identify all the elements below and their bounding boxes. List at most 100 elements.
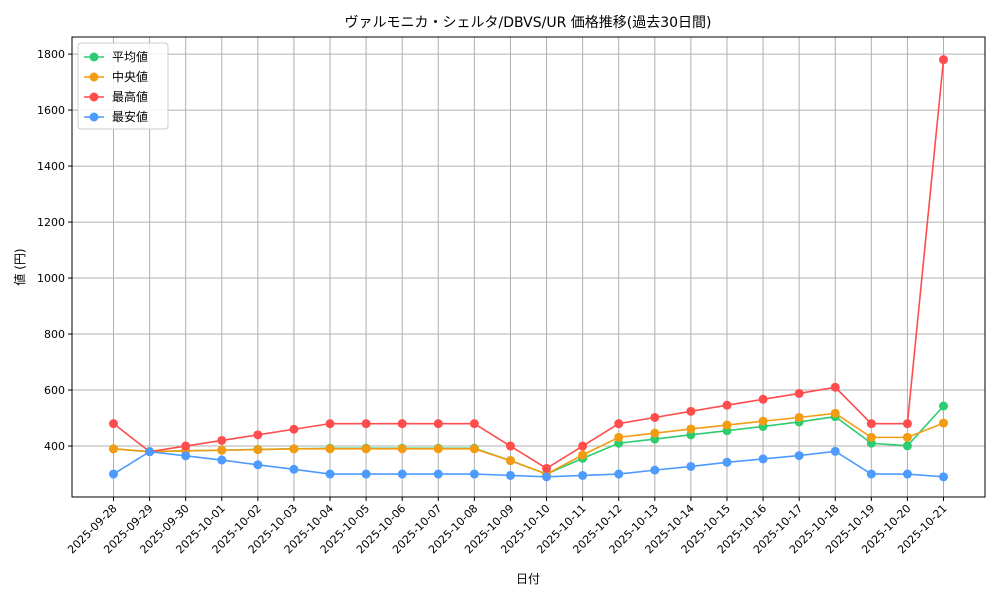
y-tick-label: 600 — [44, 384, 65, 397]
data-point — [397, 419, 407, 429]
data-point — [253, 445, 263, 455]
data-point — [758, 394, 768, 404]
data-point — [650, 465, 660, 475]
y-tick-label: 1200 — [37, 216, 65, 229]
data-point — [361, 444, 371, 454]
plot-frame — [71, 36, 986, 498]
data-point — [217, 435, 227, 445]
y-axis: 400 600 800 1000 1200 1400 1600 1800 — [37, 48, 72, 453]
data-point — [614, 419, 624, 429]
data-point — [794, 388, 804, 398]
data-point — [578, 470, 588, 480]
data-point — [866, 419, 876, 429]
legend-item: 平均値 — [84, 49, 148, 64]
data-point — [758, 454, 768, 464]
series-group — [109, 55, 948, 482]
y-tick-label: 1600 — [37, 104, 65, 117]
data-point — [109, 469, 118, 479]
data-point — [469, 419, 479, 429]
data-point — [939, 418, 948, 428]
data-point — [902, 441, 912, 451]
data-point — [109, 419, 118, 429]
data-point — [650, 428, 660, 438]
data-point — [325, 444, 335, 454]
data-point — [686, 461, 696, 471]
data-point — [181, 451, 191, 461]
legend-label: 中央値 — [112, 69, 148, 84]
data-point — [794, 451, 804, 461]
y-tick-label: 1000 — [37, 272, 65, 285]
data-point — [145, 447, 155, 457]
legend-marker — [89, 52, 99, 62]
data-point — [289, 464, 299, 474]
legend-label: 最安値 — [112, 109, 148, 124]
data-point — [722, 400, 732, 410]
x-axis-label: 日付 — [516, 572, 540, 586]
legend-item: 最安値 — [84, 109, 148, 124]
data-point — [830, 408, 840, 418]
series-line — [113, 59, 945, 470]
y-tick-label: 1800 — [37, 48, 65, 61]
data-point — [289, 444, 299, 454]
series-2 — [109, 55, 948, 473]
data-point — [469, 444, 479, 454]
data-point — [253, 460, 263, 470]
y-tick-label: 800 — [44, 328, 65, 341]
data-point — [614, 469, 624, 479]
data-point — [397, 469, 407, 479]
data-point — [505, 456, 515, 466]
data-point — [253, 430, 263, 440]
series-line — [113, 412, 944, 475]
chart-title: ヴァルモニカ・シェルタ/DBVS/UR 価格推移(過去30日間) — [344, 14, 711, 31]
data-point — [866, 432, 876, 442]
legend-item: 中央値 — [84, 69, 148, 84]
data-point — [939, 55, 948, 65]
data-point — [325, 469, 335, 479]
data-point — [722, 420, 732, 430]
data-point — [830, 446, 840, 456]
legend-label: 最高値 — [112, 89, 148, 104]
data-point — [361, 469, 371, 479]
data-point — [686, 424, 696, 434]
data-point — [289, 424, 299, 434]
series-line — [113, 450, 944, 478]
data-point — [902, 432, 912, 442]
data-point — [578, 441, 588, 451]
data-point — [722, 457, 732, 467]
data-point — [866, 469, 876, 479]
legend-marker — [89, 112, 99, 122]
series-3 — [109, 446, 948, 482]
data-point — [361, 419, 371, 429]
legend-marker — [89, 72, 99, 82]
data-point — [614, 432, 624, 442]
data-point — [650, 412, 660, 422]
y-tick-label: 1400 — [37, 160, 65, 173]
data-point — [325, 419, 335, 429]
grid — [72, 37, 985, 497]
series-line — [113, 405, 945, 475]
data-point — [902, 419, 912, 429]
data-point — [397, 444, 407, 454]
data-point — [758, 416, 768, 426]
legend-frame — [77, 42, 169, 130]
y-axis-label: 値 (円) — [12, 248, 27, 285]
data-point — [578, 450, 588, 460]
data-point — [542, 472, 552, 482]
legend-item: 最高値 — [84, 89, 148, 104]
data-point — [939, 401, 948, 411]
legend-label: 平均値 — [112, 49, 148, 64]
data-point — [505, 441, 515, 451]
data-point — [505, 470, 515, 480]
data-point — [433, 469, 443, 479]
legend-marker — [89, 92, 99, 102]
data-point — [794, 412, 804, 422]
data-point — [217, 455, 227, 465]
data-point — [902, 469, 912, 479]
x-axis: 2025-09-282025-09-292025-09-302025-10-01… — [65, 497, 950, 556]
data-point — [830, 382, 840, 392]
data-point — [217, 445, 227, 455]
data-point — [181, 441, 191, 451]
data-point — [469, 469, 479, 479]
